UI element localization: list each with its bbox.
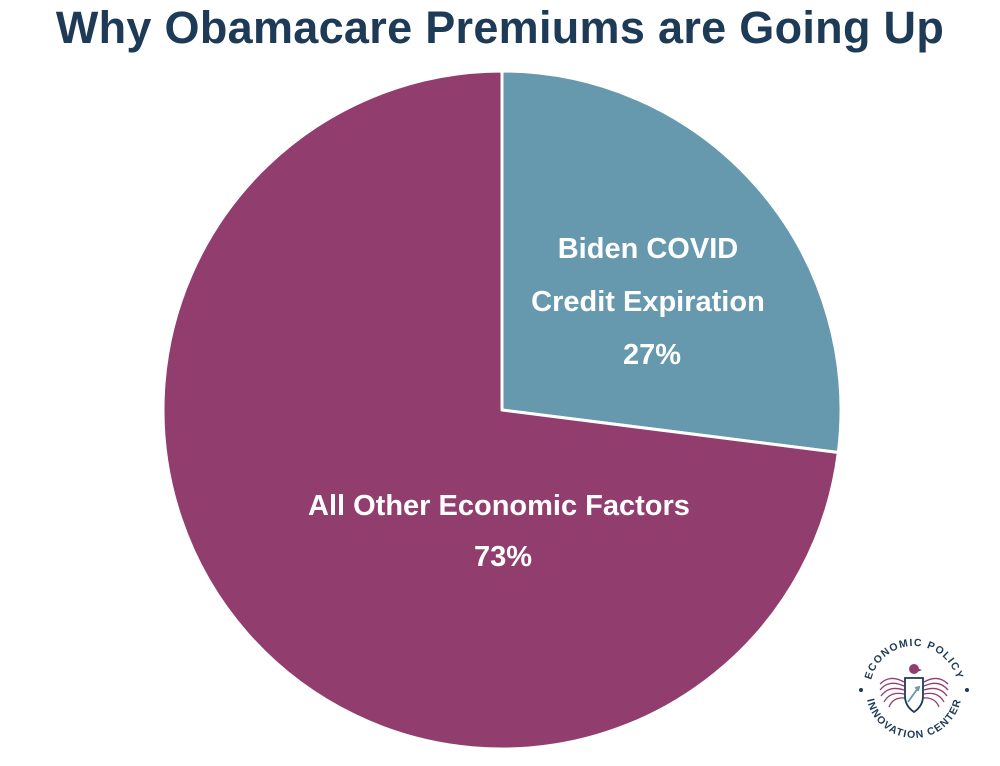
economic-policy-innovation-center-logo: ECONOMIC POLICY INNOVATION CENTER <box>858 634 970 746</box>
slice-label-covid: Biden COVID Credit Expiration 27% <box>531 233 773 371</box>
slice-value-other: 73% <box>474 541 532 573</box>
slice-label-other: All Other Economic Factors 73% <box>308 490 698 573</box>
logo-dot-right <box>965 688 969 692</box>
pie-slice-other <box>161 69 840 751</box>
pie-slices <box>161 69 843 751</box>
logo-dot-left <box>859 688 863 692</box>
slice-label-covid-line2: Credit Expiration <box>531 286 765 318</box>
pie-slice-covid <box>500 69 843 454</box>
slice-label-covid-line1: Biden COVID <box>558 233 738 265</box>
eagle-shield-icon <box>879 664 949 714</box>
slice-value-covid: 27% <box>623 339 681 371</box>
slice-label-other-line1: All Other Economic Factors <box>308 490 690 522</box>
chart-title: Why Obamacare Premiums are Going Up <box>55 2 945 53</box>
